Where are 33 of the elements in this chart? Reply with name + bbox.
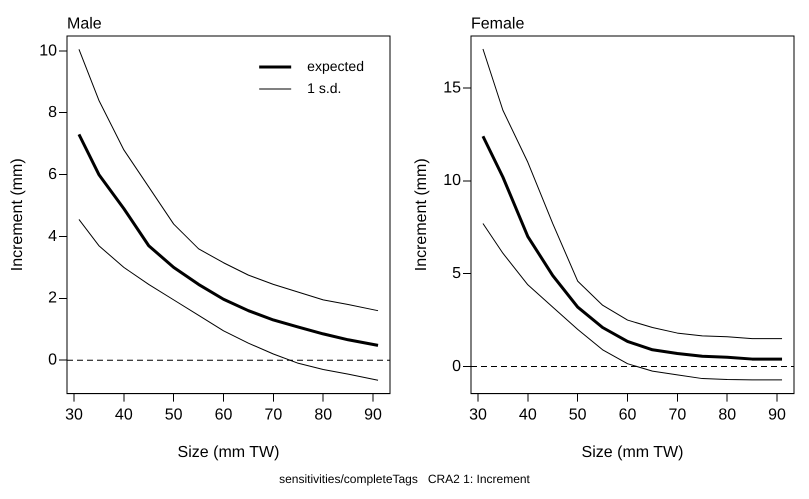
x-tick-label: 30 (65, 406, 83, 424)
x-tick-label: 40 (518, 406, 537, 424)
x-tick-label: 90 (364, 406, 382, 424)
y-tick-label: 10 (39, 42, 58, 60)
x-tick-label: 50 (568, 406, 587, 424)
y-axis-title: Increment (mm) (413, 158, 430, 272)
y-tick-label: 0 (48, 352, 58, 369)
x-tick-label: 90 (768, 406, 786, 424)
chart-title: Male (66, 15, 102, 32)
y-tick-label: 15 (443, 79, 462, 96)
x-tick-label: 70 (264, 406, 282, 424)
x-tick-label: 60 (214, 406, 233, 424)
x-tick-label: 50 (164, 406, 183, 424)
y-axis-title: Increment (mm) (9, 158, 26, 272)
x-tick-label: 80 (314, 406, 332, 424)
x-tick-label: 30 (469, 406, 487, 424)
x-tick-label: 70 (668, 406, 686, 424)
x-tick-label: 60 (618, 406, 637, 424)
x-axis-title: Size (mm TW) (582, 444, 684, 461)
y-tick-label: 0 (452, 358, 462, 375)
x-tick-label: 40 (114, 406, 133, 424)
chart-title: Female (470, 15, 524, 32)
x-axis-title: Size (mm TW) (178, 444, 280, 461)
text: sensitivities/completeTags CRA2 1: Increment (279, 472, 530, 486)
y-tick-label: 2 (48, 290, 58, 307)
y-tick-label: 8 (48, 104, 58, 122)
x-tick-label: 80 (718, 406, 736, 424)
legend-label: 1 s.d. (307, 80, 342, 96)
y-tick-label: 6 (48, 166, 58, 183)
legend-label: expected (307, 58, 364, 74)
y-tick-label: 4 (48, 228, 58, 245)
y-tick-label: 5 (452, 265, 462, 282)
y-tick-label: 10 (443, 172, 462, 190)
